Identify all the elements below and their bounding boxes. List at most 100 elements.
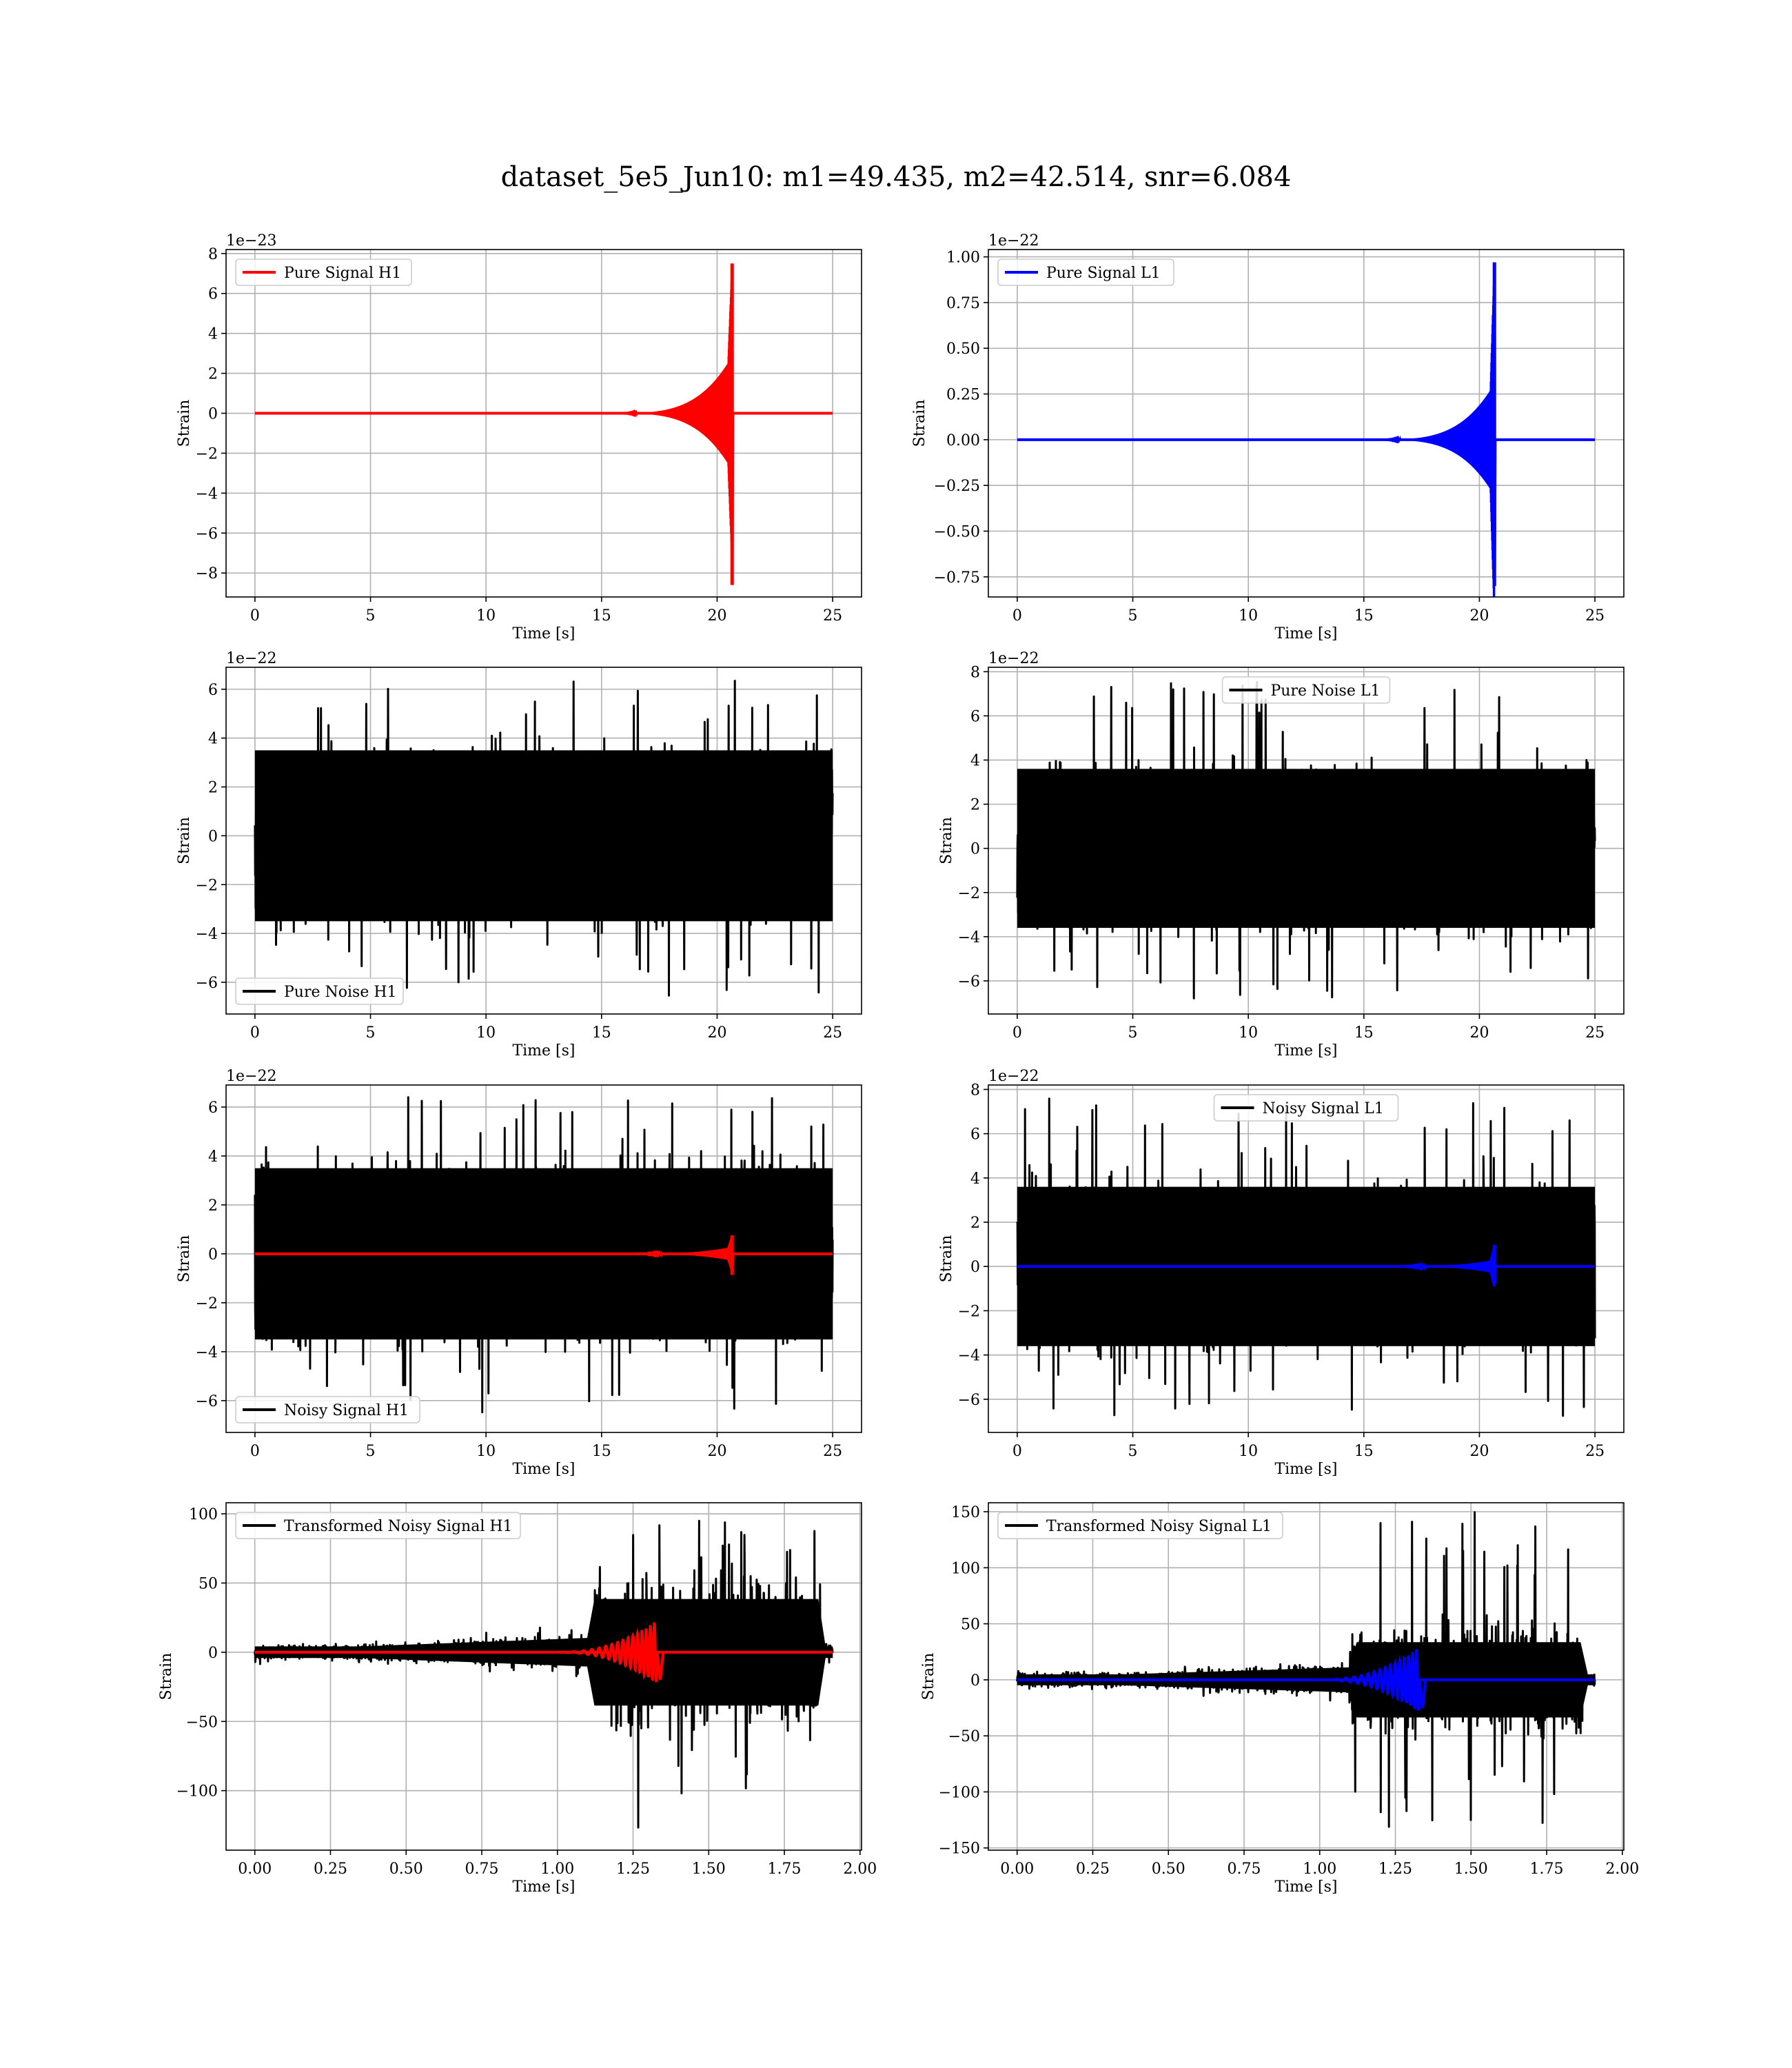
y-axis-label: Strain: [938, 817, 955, 864]
x-tick-label: 0: [1012, 607, 1022, 625]
y-tick-label: 150: [951, 1504, 980, 1521]
y-tick-label: 0: [970, 1259, 980, 1276]
series-envelope: [601, 357, 733, 469]
x-tick-label: 10: [1239, 1024, 1258, 1042]
x-tick-label: 10: [476, 1443, 496, 1460]
y-tick-label: −2: [196, 1295, 218, 1312]
y-tick-label: −0.75: [934, 569, 980, 587]
series-band: [1017, 769, 1596, 929]
y-tick-label: −4: [196, 485, 218, 503]
x-tick-label: 0.75: [465, 1861, 499, 1878]
y-tick-label: 2: [970, 1215, 980, 1232]
y-tick-label: 0.25: [946, 387, 980, 404]
legend-box: [997, 258, 1174, 286]
y-tick-label: 2: [208, 366, 218, 383]
y-tick-label: 8: [208, 246, 218, 263]
y-tick-label: 0: [208, 406, 218, 423]
axis-offset-text: 1e−22: [226, 650, 276, 667]
series-line: [1319, 1648, 1427, 1711]
grid: [988, 250, 1624, 597]
x-tick-label: 10: [476, 1024, 496, 1042]
y-tick-label: −0.50: [934, 524, 980, 541]
x-axis-label: Time [s]: [1274, 1461, 1337, 1478]
legend-box: [1213, 1094, 1399, 1122]
x-tick-label: 15: [592, 1443, 611, 1460]
y-tick-label: 0: [970, 1672, 980, 1690]
legend-box: [235, 1396, 420, 1423]
legend-label: Noisy Signal L1: [1263, 1100, 1384, 1117]
x-tick-label: 15: [592, 1024, 611, 1042]
y-tick-label: 4: [208, 326, 218, 343]
x-tick-label: 0: [250, 1024, 260, 1042]
x-tick-label: 0: [250, 1443, 260, 1460]
legend-box: [235, 1512, 521, 1539]
x-tick-label: 20: [1469, 607, 1489, 625]
x-tick-label: 5: [1128, 1024, 1138, 1042]
legend-label: Noisy Signal H1: [284, 1402, 409, 1419]
x-tick-label: 25: [1585, 607, 1605, 625]
y-tick-label: −100: [176, 1783, 218, 1801]
x-tick-label: 1.00: [540, 1861, 574, 1878]
x-tick-label: 1.25: [1378, 1861, 1412, 1878]
x-tick-label: 5: [1128, 1443, 1138, 1460]
x-tick-label: 10: [476, 607, 496, 625]
legend: Noisy Signal L1: [1213, 1094, 1399, 1122]
x-tick-label: 0: [1012, 1443, 1022, 1460]
x-tick-label: 0.00: [1000, 1861, 1034, 1878]
y-tick-label: 2: [208, 1197, 218, 1215]
x-tick-label: 10: [1239, 1443, 1258, 1460]
x-tick-label: 15: [1354, 607, 1374, 625]
y-tick-label: 4: [970, 1170, 980, 1188]
y-tick-label: 4: [208, 1148, 218, 1166]
y-axis-label: Strain: [158, 1653, 175, 1701]
y-tick-label: 50: [198, 1575, 218, 1592]
axis-offset-text: 1e−22: [988, 650, 1039, 667]
plot-area: [254, 1096, 834, 1414]
x-tick-label: 15: [592, 607, 611, 625]
x-tick-label: 1.00: [1303, 1861, 1336, 1878]
x-tick-label: 2.00: [1605, 1861, 1639, 1878]
y-tick-label: 2: [208, 780, 218, 797]
plot-area: [1016, 1511, 1596, 1828]
axis-offset-text: 1e−22: [988, 1068, 1039, 1085]
y-tick-label: −2: [196, 877, 218, 894]
y-tick-label: 4: [208, 731, 218, 748]
x-tick-label: 20: [1469, 1443, 1489, 1460]
panel-h1-pure-signal: 0 5 10 15 20 25 −8 −6 −4 −2 0 2 4 6 8 Time [s] Strain 1e−…: [176, 232, 862, 642]
legend: Pure Noise H1: [235, 977, 404, 1005]
series-envelope: [1363, 1259, 1495, 1273]
y-axis-label: Strain: [938, 1235, 955, 1283]
x-tick-label: 20: [707, 607, 726, 625]
y-tick-label: −4: [196, 1344, 218, 1361]
x-tick-label: 0.25: [314, 1861, 347, 1878]
x-tick-label: 0.75: [1228, 1861, 1261, 1878]
y-tick-label: 0: [208, 1645, 218, 1662]
y-tick-label: 6: [208, 682, 218, 699]
y-tick-label: 0.50: [946, 341, 980, 358]
x-tick-label: 20: [1469, 1024, 1489, 1042]
y-tick-label: 0: [970, 841, 980, 858]
y-axis-label: Strain: [176, 1235, 193, 1283]
x-tick-label: 1.75: [768, 1861, 802, 1878]
y-tick-label: 50: [961, 1616, 980, 1634]
panel-h1-pure-noise: 0 5 10 15 20 25 −6 −4 −2 0 2 4 6 Time [s] Strain 1e−22 P…: [176, 650, 862, 1060]
x-tick-label: 5: [366, 1024, 376, 1042]
legend: Transformed Noisy Signal H1: [235, 1512, 521, 1539]
y-axis-label: Strain: [176, 400, 193, 447]
y-tick-label: −50: [186, 1714, 218, 1731]
x-tick-label: 1.50: [1454, 1861, 1488, 1878]
y-tick-label: 0.00: [946, 432, 980, 449]
legend-label: Transformed Noisy Signal L1: [1046, 1518, 1272, 1535]
y-tick-label: −2: [196, 445, 218, 463]
panel-h1-noisy-signal: 0 5 10 15 20 25 −6 −4 −2 0 2 4 6 Time [s] Strain 1e−22 N…: [176, 1068, 862, 1478]
y-axis-label: Strain: [911, 400, 928, 447]
x-axis-label: Time [s]: [512, 1878, 575, 1896]
y-tick-label: −6: [958, 973, 980, 991]
y-tick-label: −100: [939, 1784, 980, 1801]
x-tick-label: 0.25: [1076, 1861, 1110, 1878]
y-tick-label: −150: [939, 1841, 980, 1858]
legend: Noisy Signal H1: [235, 1396, 420, 1423]
series-envelope: [601, 1247, 733, 1261]
y-tick-label: −6: [196, 525, 218, 543]
